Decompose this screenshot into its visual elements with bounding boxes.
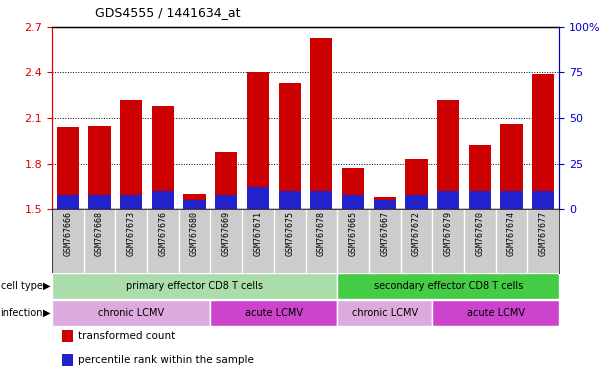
Text: GSM767669: GSM767669 [222, 211, 231, 256]
Bar [152, 106, 174, 209]
Bar [89, 126, 111, 209]
Text: secondary effector CD8 T cells: secondary effector CD8 T cells [373, 281, 523, 291]
Text: GSM767672: GSM767672 [412, 211, 421, 256]
Bar [500, 191, 522, 209]
Bar [52, 273, 337, 299]
Bar [433, 300, 559, 326]
Bar [374, 197, 396, 209]
Text: GSM767670: GSM767670 [475, 211, 485, 256]
Bar [337, 300, 433, 326]
Bar [152, 191, 174, 209]
Bar [405, 159, 428, 209]
Text: GSM767671: GSM767671 [254, 211, 263, 256]
Bar [374, 200, 396, 209]
Text: GSM767679: GSM767679 [444, 211, 453, 256]
Bar [215, 152, 237, 209]
Bar [437, 191, 459, 209]
Text: GSM767667: GSM767667 [380, 211, 389, 256]
Bar [342, 195, 364, 209]
Bar [500, 124, 522, 209]
Bar [62, 330, 73, 343]
Bar [532, 74, 554, 209]
Text: GSM767677: GSM767677 [539, 211, 547, 256]
Bar [210, 300, 337, 326]
Bar [279, 83, 301, 209]
Text: primary effector CD8 T cells: primary effector CD8 T cells [126, 281, 263, 291]
Text: GSM767673: GSM767673 [126, 211, 136, 256]
Bar [469, 146, 491, 209]
Bar [120, 100, 142, 209]
Bar [57, 127, 79, 209]
Text: GDS4555 / 1441634_at: GDS4555 / 1441634_at [95, 6, 240, 19]
Bar [247, 187, 269, 209]
Text: GSM767680: GSM767680 [190, 211, 199, 256]
Text: GSM767678: GSM767678 [317, 211, 326, 256]
Text: ▶: ▶ [43, 308, 50, 318]
Text: chronic LCMV: chronic LCMV [352, 308, 418, 318]
Bar [437, 100, 459, 209]
Bar [89, 195, 111, 209]
Bar [337, 273, 559, 299]
Text: acute LCMV: acute LCMV [467, 308, 525, 318]
Text: infection: infection [1, 308, 43, 318]
Text: chronic LCMV: chronic LCMV [98, 308, 164, 318]
Bar [183, 194, 206, 209]
Bar [183, 200, 206, 209]
Bar [342, 168, 364, 209]
Bar [247, 73, 269, 209]
Bar [405, 195, 428, 209]
Text: GSM767676: GSM767676 [158, 211, 167, 256]
Text: GSM767666: GSM767666 [64, 211, 72, 256]
Text: GSM767668: GSM767668 [95, 211, 104, 256]
Bar [469, 191, 491, 209]
Text: GSM767665: GSM767665 [348, 211, 357, 256]
Text: transformed count: transformed count [78, 331, 175, 341]
Bar [120, 195, 142, 209]
Text: cell type: cell type [1, 281, 43, 291]
Text: GSM767675: GSM767675 [285, 211, 294, 256]
Bar [310, 38, 332, 209]
Bar [310, 191, 332, 209]
Text: acute LCMV: acute LCMV [245, 308, 303, 318]
Text: percentile rank within the sample: percentile rank within the sample [78, 355, 254, 365]
Bar [57, 195, 79, 209]
Bar [215, 195, 237, 209]
Text: ▶: ▶ [43, 281, 50, 291]
Bar [279, 191, 301, 209]
Bar [52, 300, 210, 326]
Text: GSM767674: GSM767674 [507, 211, 516, 256]
Bar [62, 354, 73, 366]
Bar [532, 191, 554, 209]
